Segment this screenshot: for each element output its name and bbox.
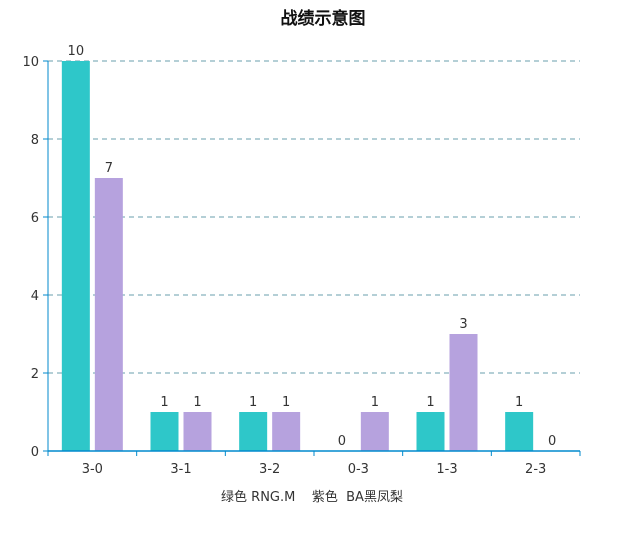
bar-series-1-2-3 <box>505 412 534 451</box>
data-label: 1 <box>249 395 257 410</box>
x-tick-label: 1-3 <box>436 462 457 477</box>
data-label: 0 <box>338 434 346 449</box>
data-label: 1 <box>371 395 379 410</box>
chart-title: 战绩示意图 <box>281 8 366 29</box>
data-label: 1 <box>515 395 523 410</box>
bar-series-1-3-2 <box>239 412 268 451</box>
data-label: 10 <box>68 44 85 59</box>
data-label: 1 <box>282 395 290 410</box>
y-tick-label: 0 <box>31 445 39 460</box>
bar-series-1-3-0 <box>61 61 90 451</box>
bar-series-2-3-0 <box>94 178 123 451</box>
data-label: 1 <box>160 395 168 410</box>
bar-series-1-1-3 <box>416 412 445 451</box>
data-label: 1 <box>426 395 434 410</box>
y-tick-label: 10 <box>22 55 39 70</box>
bar-series-1-3-1 <box>150 412 179 451</box>
bar-series-2-1-3 <box>449 334 478 451</box>
bar-series-2-3-1 <box>183 412 212 451</box>
x-axis-label: 绿色 RNG.M 紫色 BA黑凤梨 <box>221 489 403 505</box>
bars <box>61 61 534 451</box>
data-label: 0 <box>548 434 556 449</box>
data-label: 3 <box>459 317 467 332</box>
x-tick-label: 2-3 <box>525 462 546 477</box>
grid-lines <box>48 60 580 374</box>
y-tick-label: 2 <box>31 367 39 382</box>
x-tick-label: 3-1 <box>170 462 191 477</box>
bar-series-2-0-3 <box>360 412 389 451</box>
y-tick-label: 8 <box>31 133 39 148</box>
data-label: 1 <box>193 395 201 410</box>
y-tick-label: 4 <box>31 289 39 304</box>
x-tick-label: 3-0 <box>82 462 103 477</box>
x-tick-label: 0-3 <box>348 462 369 477</box>
x-tick-label: 3-2 <box>259 462 280 477</box>
data-label: 7 <box>105 161 113 176</box>
bar-series-2-3-2 <box>272 412 301 451</box>
y-tick-label: 6 <box>31 211 39 226</box>
